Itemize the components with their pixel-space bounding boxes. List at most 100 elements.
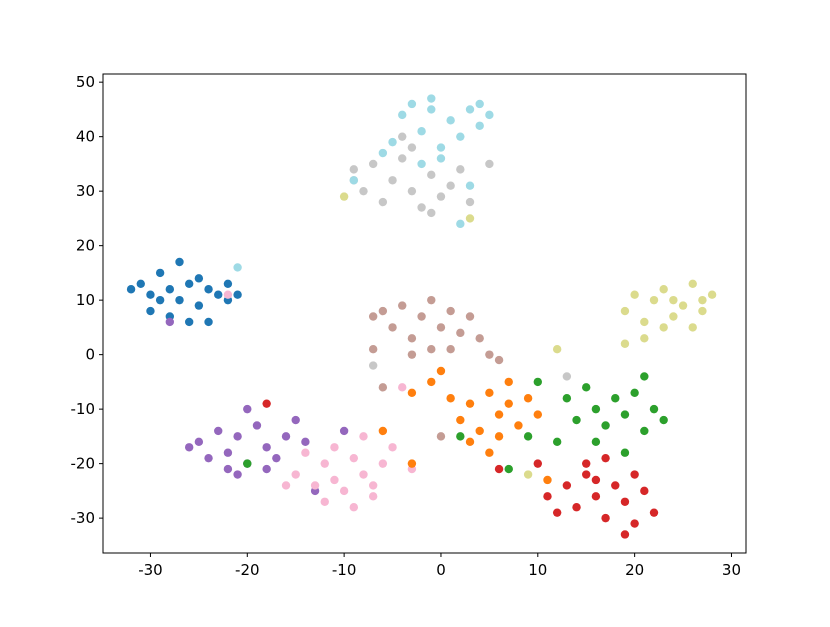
point (436, 366, 446, 376)
x-tick-label: -30 (138, 561, 163, 579)
point (417, 203, 426, 212)
y-tick-label: -30 (71, 509, 96, 527)
point (465, 214, 475, 223)
point (320, 497, 329, 506)
point (388, 176, 397, 185)
point (552, 508, 562, 517)
point (407, 334, 417, 343)
y-tick-label: 10 (76, 291, 95, 309)
point (649, 404, 659, 414)
point (446, 181, 455, 190)
y-tick-label: -10 (71, 400, 96, 418)
point (456, 132, 465, 141)
point (640, 426, 649, 436)
point (514, 421, 523, 430)
point (233, 470, 242, 479)
point (194, 437, 204, 447)
point (436, 192, 446, 201)
point (417, 312, 426, 321)
point (659, 323, 668, 332)
point (456, 219, 465, 229)
point (591, 404, 601, 414)
point (465, 197, 475, 207)
point (378, 459, 388, 468)
point (523, 394, 533, 403)
point (427, 208, 436, 218)
point (436, 154, 446, 163)
point (591, 475, 601, 485)
point (398, 110, 407, 120)
point (475, 426, 484, 436)
point (301, 448, 310, 457)
point (611, 394, 620, 403)
point (436, 143, 446, 152)
point (407, 99, 417, 109)
point (407, 350, 417, 359)
point (368, 481, 378, 490)
point (446, 394, 455, 403)
point (601, 453, 610, 463)
x-tick-label: 30 (722, 561, 741, 579)
point (475, 99, 484, 109)
point (223, 448, 233, 457)
point (427, 377, 436, 387)
point (562, 394, 572, 403)
point (669, 312, 678, 321)
point (669, 295, 678, 305)
point (562, 481, 572, 490)
point (485, 448, 494, 457)
point (427, 344, 436, 354)
y-tick-label: 0 (85, 346, 95, 364)
point (465, 181, 475, 190)
point (407, 459, 417, 468)
point (427, 295, 436, 305)
point (552, 344, 562, 354)
point (649, 295, 659, 305)
axes-frame (102, 73, 747, 554)
point (533, 459, 542, 468)
point (407, 186, 417, 196)
point (543, 492, 552, 501)
point (155, 268, 165, 278)
point (349, 453, 359, 463)
point (320, 459, 329, 468)
point (368, 344, 378, 354)
point (688, 323, 697, 332)
point (214, 426, 223, 436)
point (485, 110, 494, 120)
point (233, 432, 242, 441)
point (659, 285, 668, 294)
point (456, 328, 465, 338)
x-tick-label: -10 (332, 561, 357, 579)
point (427, 94, 436, 103)
point (339, 426, 349, 436)
point (562, 372, 572, 381)
point (552, 437, 562, 447)
point (533, 377, 542, 387)
point (184, 443, 194, 452)
point (398, 154, 407, 163)
point (630, 519, 639, 528)
point (601, 421, 610, 430)
point (126, 285, 136, 294)
point (136, 279, 145, 289)
point (427, 170, 436, 180)
point (620, 530, 630, 539)
point (523, 432, 533, 441)
point (485, 388, 494, 397)
x-tick-label: 0 (436, 561, 446, 579)
point (465, 312, 475, 321)
point (310, 481, 320, 490)
point (620, 306, 630, 316)
point (233, 290, 242, 299)
point (378, 426, 388, 436)
point (707, 290, 717, 299)
point (272, 453, 281, 463)
point (504, 464, 513, 474)
x-tick-label: -20 (235, 561, 260, 579)
point (620, 497, 630, 506)
point (378, 148, 388, 158)
point (417, 127, 426, 136)
point (630, 290, 639, 299)
